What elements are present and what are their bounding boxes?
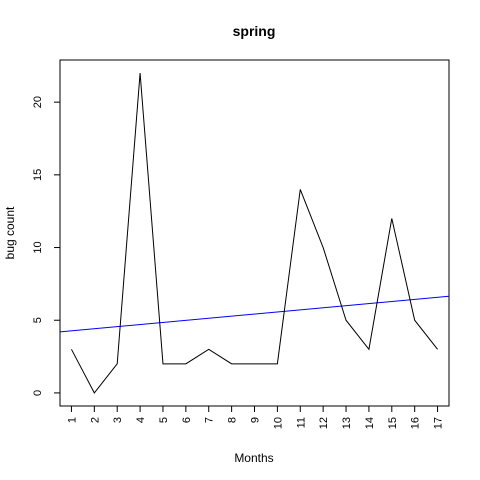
x-tick-label: 5 bbox=[158, 417, 170, 423]
x-tick-label: 8 bbox=[227, 417, 239, 423]
x-tick-label: 9 bbox=[250, 417, 262, 423]
x-tick-label: 2 bbox=[89, 417, 101, 423]
x-tick-label: 7 bbox=[204, 417, 216, 423]
trend-line-layer bbox=[59, 295, 450, 333]
x-tick-label: 10 bbox=[272, 417, 284, 429]
y-axis: 0 5 10 15 20 bbox=[32, 96, 61, 396]
x-axis: 1 2 3 4 5 6 7 8 9 10 11 12 13 14 15 16 17 bbox=[66, 405, 445, 429]
trend-line bbox=[59, 295, 450, 333]
x-tick-label: 15 bbox=[387, 417, 399, 429]
x-tick-label: 17 bbox=[433, 417, 445, 429]
y-tick-label: 15 bbox=[32, 169, 44, 181]
x-tick-label: 12 bbox=[318, 417, 330, 429]
x-tick-label: 11 bbox=[295, 417, 307, 428]
x-tick-label: 4 bbox=[135, 417, 147, 423]
x-tick-label: 3 bbox=[112, 417, 124, 423]
x-tick-label: 16 bbox=[410, 417, 422, 429]
x-tick-label: 6 bbox=[181, 417, 193, 423]
series-line-1 bbox=[70, 73, 438, 394]
chart-title: spring bbox=[233, 23, 276, 39]
y-tick-label: 0 bbox=[32, 390, 44, 396]
x-axis-label: Months bbox=[234, 451, 273, 465]
y-tick-label: 20 bbox=[32, 96, 44, 108]
y-tick-label: 5 bbox=[32, 317, 44, 323]
series-layer bbox=[70, 73, 438, 394]
y-tick-label: 10 bbox=[32, 241, 44, 253]
x-tick-label: 1 bbox=[66, 417, 78, 423]
x-tick-label: 14 bbox=[364, 417, 376, 429]
x-tick-label: 13 bbox=[341, 417, 353, 429]
y-axis-label: bug count bbox=[3, 206, 17, 259]
